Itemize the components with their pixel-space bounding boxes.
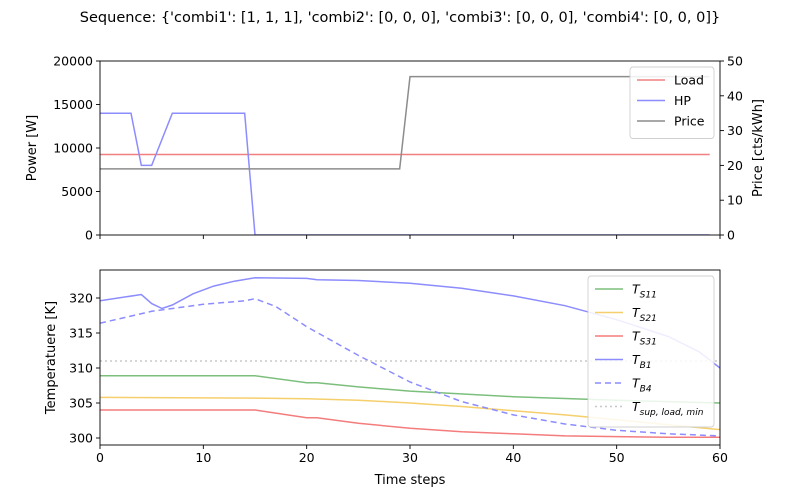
y-tick-label: 305 bbox=[69, 396, 93, 411]
series-group bbox=[100, 276, 720, 439]
y-tick-label: 0 bbox=[85, 228, 93, 243]
x-tick-label: 10 bbox=[195, 450, 211, 465]
y-right-tick-label: 10 bbox=[727, 193, 743, 208]
y-axis-label: Power [W] bbox=[25, 115, 40, 181]
series-line-hp bbox=[100, 112, 710, 235]
x-tick-label: 50 bbox=[609, 450, 625, 465]
series-group bbox=[100, 75, 710, 235]
series-line-price bbox=[100, 75, 710, 170]
figure-title: Sequence: {'combi1': [1, 1, 1], 'combi2'… bbox=[80, 10, 720, 26]
legend-label: TS31 bbox=[632, 329, 657, 348]
legend: Load HP Price bbox=[629, 66, 715, 139]
y-tick-label: 320 bbox=[69, 291, 93, 306]
y-right-tick-label: 40 bbox=[727, 88, 743, 103]
y-right-axis-label: Price [cts/kWh] bbox=[751, 99, 766, 197]
y-right-tick-label: 0 bbox=[727, 228, 735, 243]
y-tick-label: 300 bbox=[69, 431, 93, 446]
y-right-tick-label: 50 bbox=[727, 54, 743, 69]
legend-label: TS21 bbox=[632, 305, 657, 324]
y-tick-label: 315 bbox=[69, 326, 93, 341]
y-axis-label: Temperatuere [K] bbox=[44, 301, 59, 415]
legend-label: TB4 bbox=[632, 376, 652, 395]
legend-label: TB1 bbox=[632, 352, 652, 371]
legend-label: HP bbox=[674, 93, 691, 108]
x-tick-label: 40 bbox=[505, 450, 521, 465]
x-tick-label: 20 bbox=[299, 450, 315, 465]
legend-label: Load bbox=[674, 73, 704, 88]
series-line-t-s31 bbox=[100, 409, 720, 439]
series-line-t-s11 bbox=[100, 374, 720, 404]
plot-frame bbox=[99, 60, 721, 236]
power-price-plot: 0 5000 10000 15000 20000 0 10 20 30 40 50 Power [W]… bbox=[25, 54, 766, 243]
x-tick-label: 30 bbox=[402, 450, 418, 465]
y-right-tick-label: 20 bbox=[727, 158, 743, 173]
legend-label: Price bbox=[674, 114, 705, 129]
legend: TS11 TS21 TS31 TB1 TB4 Tsup, load, min bbox=[587, 275, 715, 428]
y-tick-label: 20000 bbox=[53, 54, 93, 69]
legend-label: TS11 bbox=[632, 282, 657, 301]
series-line-t-b4 bbox=[100, 297, 720, 437]
y-tick-label: 310 bbox=[69, 361, 93, 376]
x-tick-label: 60 bbox=[712, 450, 728, 465]
y-tick-label: 15000 bbox=[53, 97, 93, 112]
temperature-plot: 0 10 20 30 40 50 60 300 305 310 315 320 Temperatuere… bbox=[44, 269, 728, 488]
y-tick-label: 10000 bbox=[53, 141, 93, 156]
x-tick-label: 0 bbox=[96, 450, 104, 465]
y-tick-label: 5000 bbox=[61, 184, 93, 199]
legend-label: Tsup, load, min bbox=[632, 399, 704, 418]
x-axis-label: Time steps bbox=[374, 473, 446, 488]
y-right-tick-label: 30 bbox=[727, 123, 743, 138]
legend-box bbox=[587, 275, 715, 428]
